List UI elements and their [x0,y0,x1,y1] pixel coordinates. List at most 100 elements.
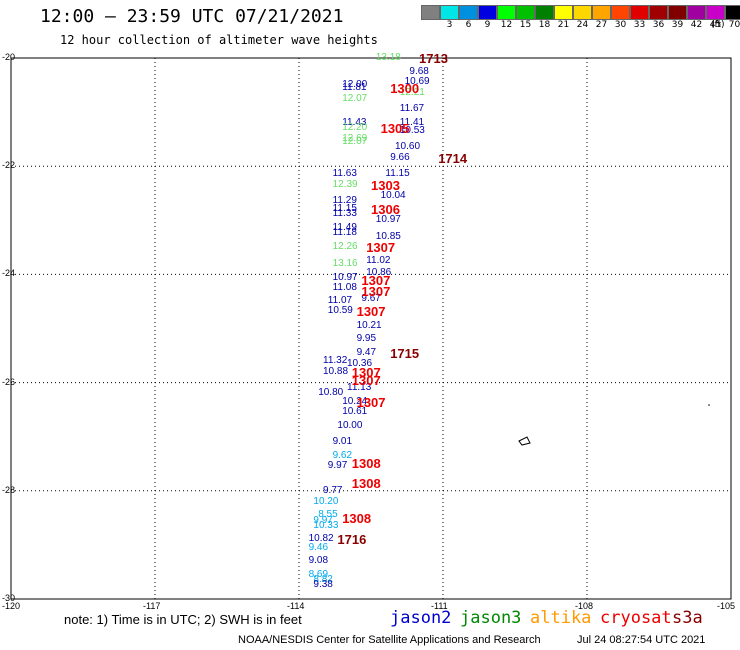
colorbar-labels: 3 6 9 12 15 18 21 24 27 30 33 36 39 42 45 70 [421,20,740,30]
wave-height-value: 9.47 [356,346,377,358]
wave-height-value: 11.41 [399,116,425,128]
colorbar-label: 45 [709,20,722,30]
lon-tick-label: -120 [2,601,21,611]
lon-tick-label: -117 [143,601,161,611]
wave-height-value: 9.62 [332,449,353,461]
wave-height-value: 12.39 [332,179,358,191]
wave-height-value: 11.02 [366,254,391,266]
wave-height-value: 10.60 [395,141,421,153]
time-mark: 1308 [342,510,372,526]
footer-note: note: 1) Time is in UTC; 2) SWH is in fe… [64,612,302,627]
wave-height-value: 9.97 [313,514,333,526]
wave-height-value: 10.53 [399,125,425,137]
wave-height-value: 10.21 [356,319,382,331]
wave-height-value: 10.82 [308,533,334,545]
wave-height-value: 9.77 [323,484,343,496]
wave-height-value: 9.66 [390,152,410,164]
colorbar-swatch [668,5,687,20]
wave-height-value: 9.68 [409,65,429,77]
wave-height-value: 12.26 [332,241,358,253]
colorbar-swatch [611,5,630,20]
colorbar-label: 18 [538,20,551,30]
colorbar-label: 15 [519,20,532,30]
wave-height-value: 11.43 [342,116,367,128]
lat-tick-label: -24 [2,268,16,279]
lat-tick-label: -22 [2,160,16,171]
wave-height-value: 12.21 [399,87,425,99]
wave-height-value: 10.86 [366,266,392,278]
wave-height-value: 9.08 [308,555,329,567]
wave-height-value: 10.69 [404,76,430,88]
wave-height-value: 10.85 [375,230,401,242]
colorbar-label: 21 [557,20,570,30]
time-mark: 1300 [390,80,420,96]
wave-height-value: 11.63 [332,168,357,180]
wave-height-value: 13.16 [332,257,358,269]
colorbar-label: 12 [500,20,513,30]
credit-timestamp: Jul 24 08:27:54 UTC 2021 [577,634,706,646]
colorbar-swatch [459,5,478,20]
wave-height-value: 8.69 [308,568,329,580]
wave-height-value: 12.07 [342,135,368,147]
satellite-s3a: s3a [672,608,703,628]
map-subtitle: 12 hour collection of altimeter wave hei… [60,33,378,47]
credit-text: NOAA/NESDIS Center for Satellite Applica… [238,634,541,646]
colorbar-swatch [440,5,459,20]
island-dot [708,404,710,406]
wave-height-value: 9.67 [361,292,381,304]
island-shape [518,436,531,446]
wave-height-value: 11.18 [332,226,357,238]
colorbar-label: 24 [576,20,589,30]
colorbar-swatch [478,5,497,20]
satellite-jason2: jason2 [390,608,452,628]
satellite-altika: altika [530,608,592,628]
time-mark: 1307 [351,372,381,388]
satellite-cryosat: cryosat [600,608,672,628]
time-mark: 1716 [337,532,367,548]
colorbar [421,5,740,20]
time-mark: 1307 [361,272,391,288]
wave-height-value: 10.97 [332,272,358,284]
wave-height-value: 13.18 [375,52,401,63]
time-mark: 1307 [366,240,396,256]
colorbar-label: 6 [465,20,472,30]
wave-height-value: 8.55 [318,509,338,521]
colorbar-swatch [573,5,592,20]
colorbar-swatch [630,5,649,20]
lat-tick-label: -28 [2,484,16,495]
colorbar-label: 3 [446,20,453,30]
wave-height-value: 9.97 [327,460,348,472]
satellite-jason3: jason3 [460,608,522,628]
wave-height-value: 10.88 [323,365,349,377]
wave-height-value: 11.33 [332,207,357,219]
lon-tick-label: -108 [575,601,594,611]
wave-height-value: 11.81 [342,81,367,93]
map-border [10,57,732,600]
wave-height-value: 12.00 [342,79,368,91]
colorbar-label: 70 [728,20,740,30]
wave-height-value: 11.29 [332,195,357,207]
colorbar-swatch [554,5,573,20]
wave-height-value: 10.59 [327,304,353,316]
coastline [518,404,710,446]
colorbar-swatch [497,5,516,20]
wave-height-value: 10.97 [375,214,401,226]
colorbar-label: 30 [614,20,627,30]
time-mark: 1308 [351,455,381,471]
map-title: 12:00 – 23:59 UTC 07/21/2021 [40,6,344,27]
time-mark: 1305 [380,121,410,137]
colorbar-swatch [535,5,554,20]
time-mark: 1307 [351,364,381,380]
time-mark: 1715 [390,345,420,361]
time-mark: 1308 [351,475,381,491]
lat-tick-label: -26 [2,376,16,387]
wave-height-value: 9.01 [332,436,353,448]
lon-tick-label: -114 [287,601,305,611]
time-mark: 1714 [438,151,468,167]
wave-height-value: 11.49 [332,222,357,234]
wave-height-value: 11.67 [399,103,425,115]
colorbar-swatch [516,5,535,20]
lon-tick-label: -105 [717,601,736,611]
colorbar-label: 33 [633,20,646,30]
